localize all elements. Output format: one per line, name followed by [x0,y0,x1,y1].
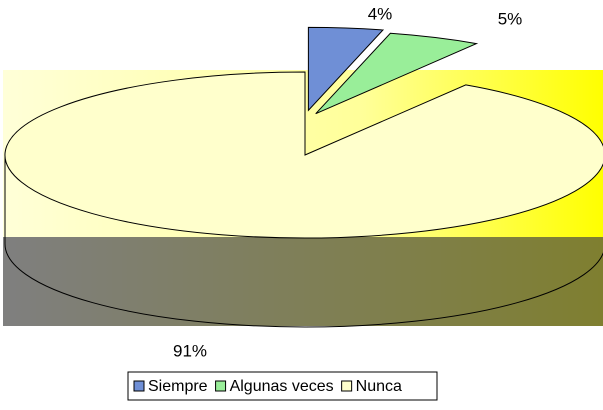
legend-swatch [133,380,145,392]
legend-swatch [341,380,353,392]
legend-items: Siempre Algunas veces Nunca [133,378,402,395]
legend-label: Siempre [148,378,208,395]
plot-bottom [3,237,603,326]
pie-slice [315,32,479,115]
pie-side [4,155,603,328]
data-label: 5% [498,9,523,28]
legend [127,371,438,401]
pie-slice [307,26,385,112]
data-label: 91% [173,341,207,360]
legend-label: Nunca [356,378,402,395]
pie-slice [4,71,603,239]
data-label: 4% [368,4,393,23]
legend-swatch [215,380,227,392]
legend-label: Algunas veces [230,378,334,395]
